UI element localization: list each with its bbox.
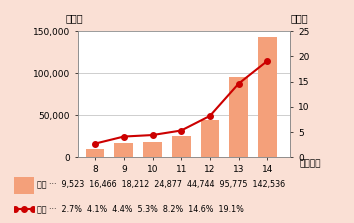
Text: （件）: （件） (65, 13, 83, 23)
Text: （％）: （％） (290, 13, 308, 23)
Bar (114, 143, 133, 157)
Text: （年度）: （年度） (299, 159, 321, 168)
Bar (201, 120, 219, 157)
Bar (258, 37, 276, 157)
Bar (86, 149, 104, 157)
Text: 割合 ···  2.7%  4.1%  4.4%  5.3%  8.2%  14.6%  19.1%: 割合 ··· 2.7% 4.1% 4.4% 5.3% 8.2% 14.6% 19… (37, 204, 244, 213)
Bar (229, 77, 248, 157)
Bar (172, 136, 190, 157)
Text: 件数 ···  9,523  16,466  18,212  24,877  44,744  95,775  142,536: 件数 ··· 9,523 16,466 18,212 24,877 44,744… (37, 180, 285, 188)
Bar (143, 142, 162, 157)
